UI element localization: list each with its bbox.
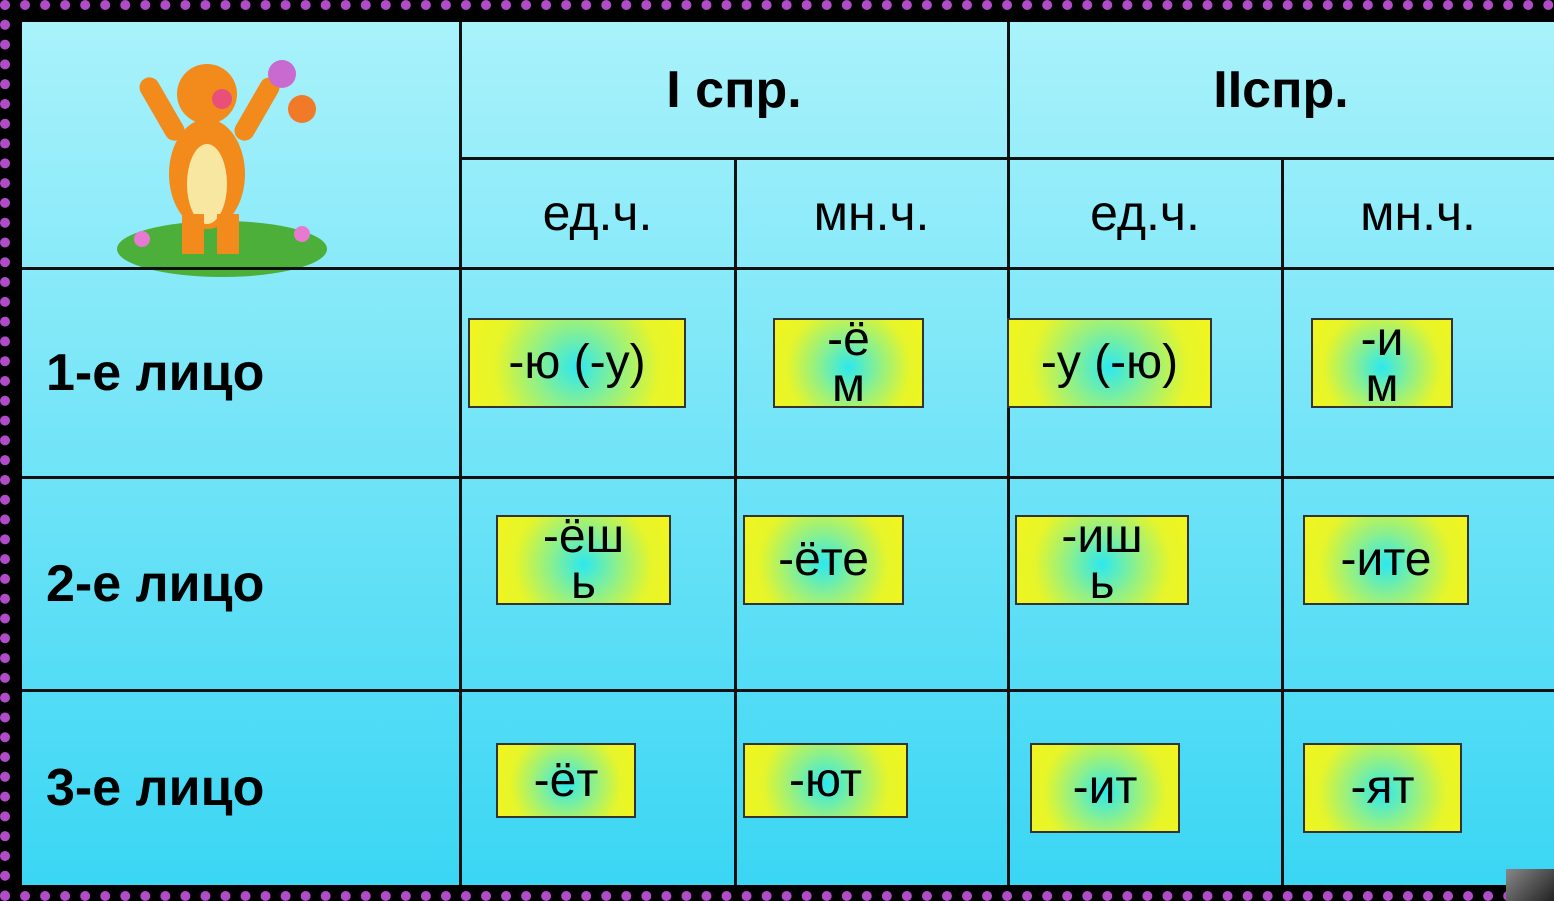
ending-text: -им [1360,313,1404,412]
column-header: IIспр. [1213,61,1349,119]
ending-text: -ёте [778,533,869,586]
nav-icon[interactable] [1506,869,1554,901]
ending-text: -у (-ю) [1040,336,1179,389]
ending-box: -ём [773,313,924,412]
ending-text: -ю (-у) [508,336,646,389]
ending-box: -ёшь [496,510,671,609]
ending-text: -ят [1350,761,1415,814]
column-header: I спр. [666,61,802,119]
row-label: 2-е лицо [46,554,265,613]
sub-header: мн.ч. [1360,185,1476,241]
ending-box: -ёте [743,515,904,605]
ending-box: -ёт [496,743,636,818]
table: I спр. IIспр. ед.ч. мн.ч. ед.ч. мн.ч. 1-е лицо… [22,22,1554,885]
ending-text: -ём [827,313,870,412]
ending-text: -ёшь [542,510,625,609]
ending-text: -ит [1072,761,1138,814]
ending-text: -ют [789,753,862,807]
grid-line [22,689,1554,692]
sub-header: ед.ч. [1090,185,1200,241]
sub-header: мн.ч. [813,185,930,241]
grid-line [734,158,737,885]
ending-box: -ит [1030,743,1180,833]
grid-line [459,22,462,885]
grid-line [22,476,1554,479]
ending-text: -ите [1340,533,1432,586]
ending-box: -ют [743,743,908,818]
ending-box: -им [1311,313,1453,412]
ending-box: -ите [1303,515,1469,605]
ending-text: -ишь [1061,510,1143,609]
grid-line [22,267,1554,270]
tiger-picture [117,60,327,277]
sub-header: ед.ч. [542,185,653,241]
ending-box: -ят [1303,743,1462,833]
grid-line [1281,158,1284,885]
grid-line [460,157,1554,160]
ending-box: -у (-ю) [1007,318,1212,408]
ending-box: -ишь [1015,510,1189,609]
ending-text: -ёт [533,753,599,807]
row-label: 1-е лицо [46,343,265,402]
ending-box: -ю (-у) [468,318,686,408]
grid-line [1007,22,1010,885]
row-label: 3-е лицо [46,758,265,817]
